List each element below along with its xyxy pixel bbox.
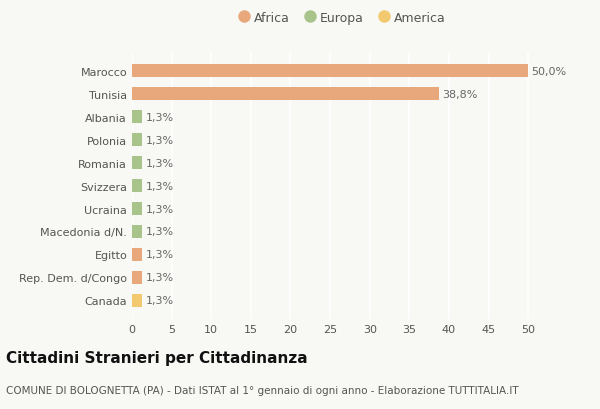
Bar: [132, 203, 142, 215]
Bar: [132, 157, 142, 169]
Bar: [132, 111, 142, 124]
Text: 1,3%: 1,3%: [145, 250, 173, 260]
Text: 1,3%: 1,3%: [145, 204, 173, 214]
Text: 1,3%: 1,3%: [145, 273, 173, 283]
Text: 38,8%: 38,8%: [443, 90, 478, 99]
Bar: [132, 226, 142, 238]
Text: COMUNE DI BOLOGNETTA (PA) - Dati ISTAT al 1° gennaio di ogni anno - Elaborazione: COMUNE DI BOLOGNETTA (PA) - Dati ISTAT a…: [6, 384, 518, 395]
Bar: [132, 272, 142, 284]
Bar: [132, 294, 142, 307]
Legend: Africa, Europa, America: Africa, Europa, America: [239, 11, 445, 25]
Text: 50,0%: 50,0%: [532, 67, 566, 76]
Bar: [132, 65, 528, 78]
Bar: [132, 88, 439, 101]
Text: 1,3%: 1,3%: [145, 112, 173, 122]
Text: Cittadini Stranieri per Cittadinanza: Cittadini Stranieri per Cittadinanza: [6, 350, 308, 365]
Bar: [132, 134, 142, 146]
Text: 1,3%: 1,3%: [145, 158, 173, 168]
Bar: [132, 249, 142, 261]
Text: 1,3%: 1,3%: [145, 296, 173, 306]
Bar: [132, 180, 142, 192]
Text: 1,3%: 1,3%: [145, 227, 173, 237]
Text: 1,3%: 1,3%: [145, 135, 173, 145]
Text: 1,3%: 1,3%: [145, 181, 173, 191]
